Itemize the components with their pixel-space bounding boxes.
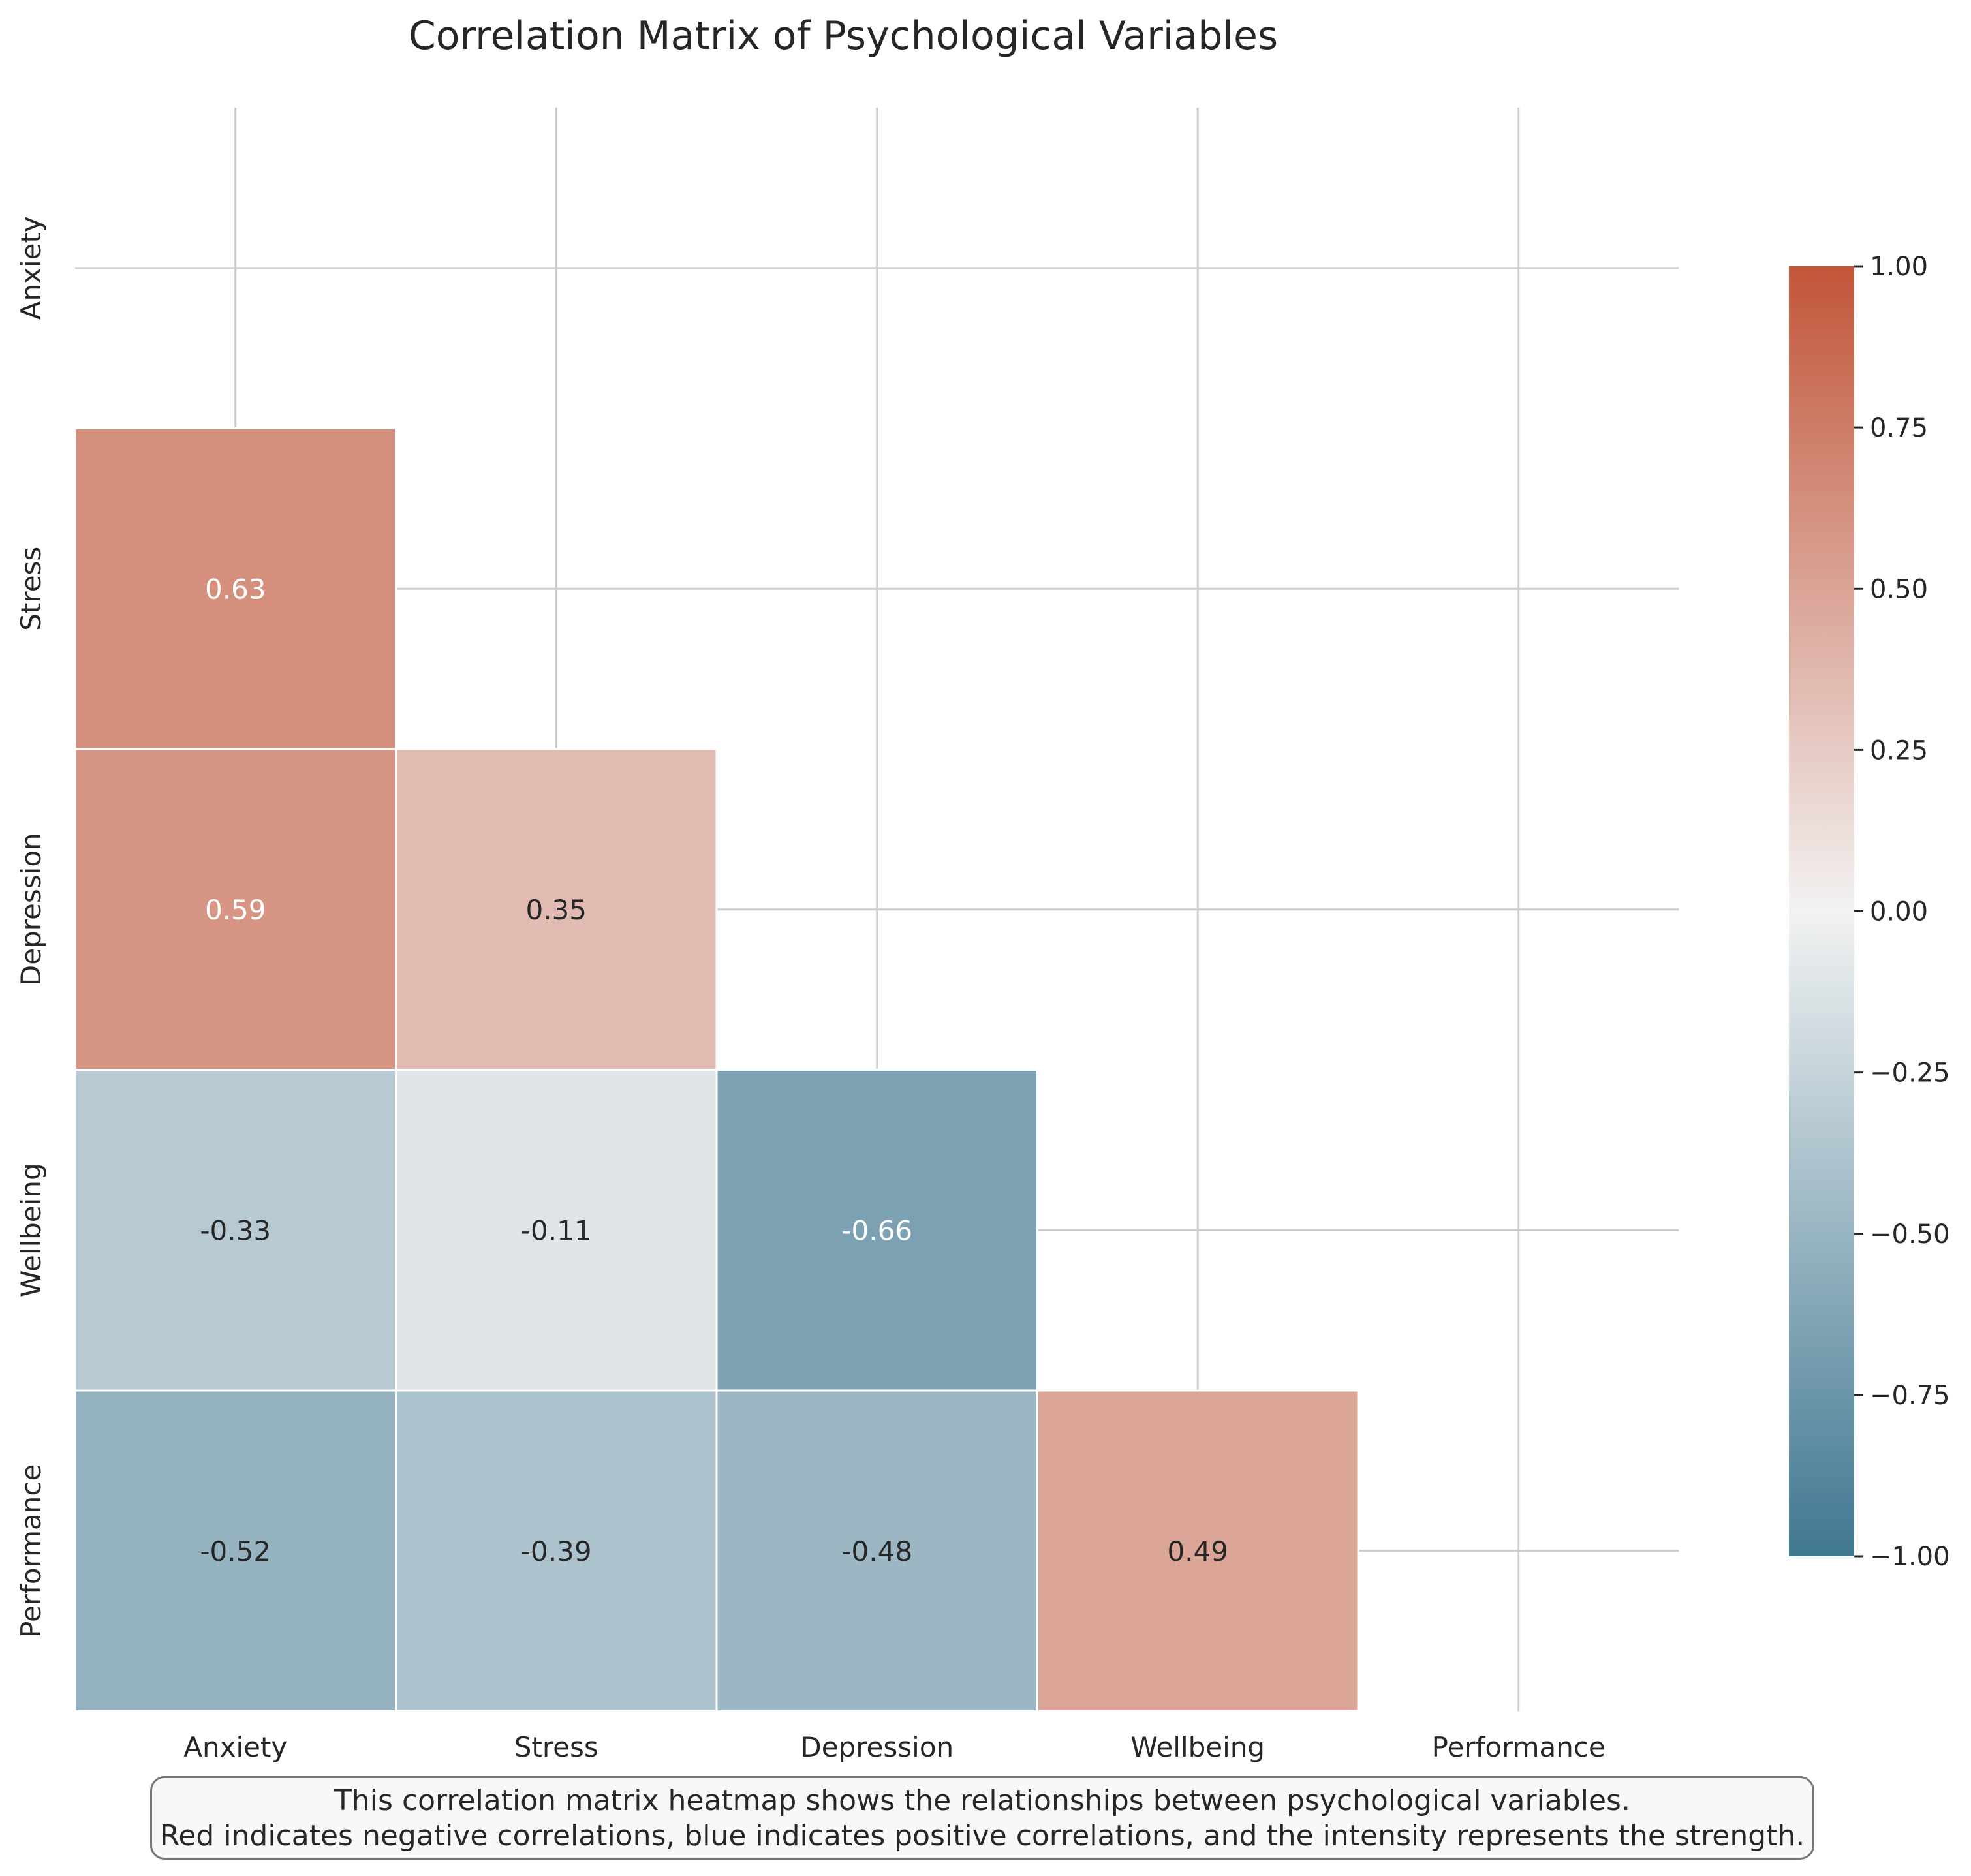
chart-title: Correlation Matrix of Psychological Vari… bbox=[409, 13, 1278, 59]
colorbar-tick-label: 0.00 bbox=[1870, 897, 1928, 927]
y-tick-label: Stress bbox=[15, 547, 47, 631]
colorbar-tick-label: −0.50 bbox=[1870, 1220, 1950, 1250]
heatmap-cell bbox=[74, 1069, 397, 1392]
x-tick-label: Performance bbox=[1432, 1731, 1606, 1763]
heatmap-cell bbox=[715, 1389, 1038, 1712]
x-tick-label: Stress bbox=[514, 1731, 598, 1763]
cell-value-label: 0.35 bbox=[525, 894, 587, 926]
cell-value-label: 0.59 bbox=[205, 894, 266, 926]
caption-box: This correlation matrix heatmap shows th… bbox=[150, 1776, 1814, 1860]
cell-value-label: -0.66 bbox=[841, 1214, 912, 1246]
colorbar-tick-label: 0.50 bbox=[1870, 574, 1928, 604]
y-tick-label: Anxiety bbox=[15, 216, 47, 320]
axis-labels: Anxiety Anxiety Stress Stress Depression Depr… bbox=[15, 216, 1606, 1763]
heatmap-cell bbox=[395, 1389, 718, 1712]
heatmap-cells: 0.63 0.59 0.35 -0.33 -0.11 -0.66 -0.52 -0.39 -0.… bbox=[74, 427, 1359, 1712]
cell-value-label: 0.49 bbox=[1167, 1535, 1228, 1567]
colorbar-gradient bbox=[1789, 266, 1854, 1556]
cell-value-label: -0.48 bbox=[841, 1535, 912, 1567]
colorbar-tick-label: 1.00 bbox=[1870, 252, 1928, 282]
heatmap-cell bbox=[74, 1389, 397, 1712]
colorbar-tick-label: −1.00 bbox=[1870, 1542, 1950, 1572]
colorbar-tick-label: −0.75 bbox=[1870, 1381, 1950, 1411]
y-tick-label: Wellbeing bbox=[15, 1163, 47, 1297]
colorbar-tick-label: −0.25 bbox=[1870, 1058, 1950, 1088]
heatmap-cell bbox=[1036, 1389, 1359, 1712]
cell-value-label: -0.11 bbox=[521, 1214, 592, 1246]
x-tick-label: Anxiety bbox=[183, 1731, 287, 1763]
x-tick-label: Depression bbox=[800, 1731, 954, 1763]
cell-value-label: -0.39 bbox=[521, 1535, 592, 1567]
heatmap-cell bbox=[395, 1069, 718, 1392]
colorbar-tick-label: 0.25 bbox=[1870, 735, 1928, 765]
caption-line-2: Red indicates negative correlations, blu… bbox=[159, 1819, 1805, 1853]
heatmap-cell bbox=[715, 1069, 1038, 1392]
cell-value-label: 0.63 bbox=[205, 573, 266, 605]
cell-value-label: -0.52 bbox=[200, 1535, 271, 1567]
colorbar-tick-label: 0.75 bbox=[1870, 413, 1928, 443]
caption-line-1: This correlation matrix heatmap shows th… bbox=[334, 1784, 1630, 1817]
x-tick-label: Wellbeing bbox=[1130, 1731, 1265, 1763]
y-tick-label: Performance bbox=[15, 1464, 47, 1638]
y-tick-label: Depression bbox=[15, 833, 47, 986]
heatmap-cell bbox=[74, 748, 397, 1071]
heatmap-cell bbox=[74, 427, 397, 750]
colorbar: −1.00 −0.75 −0.50 −0.25 0.00 0.25 0.50 0.75 1.00 bbox=[1789, 252, 1950, 1572]
cell-value-label: -0.33 bbox=[200, 1214, 271, 1246]
